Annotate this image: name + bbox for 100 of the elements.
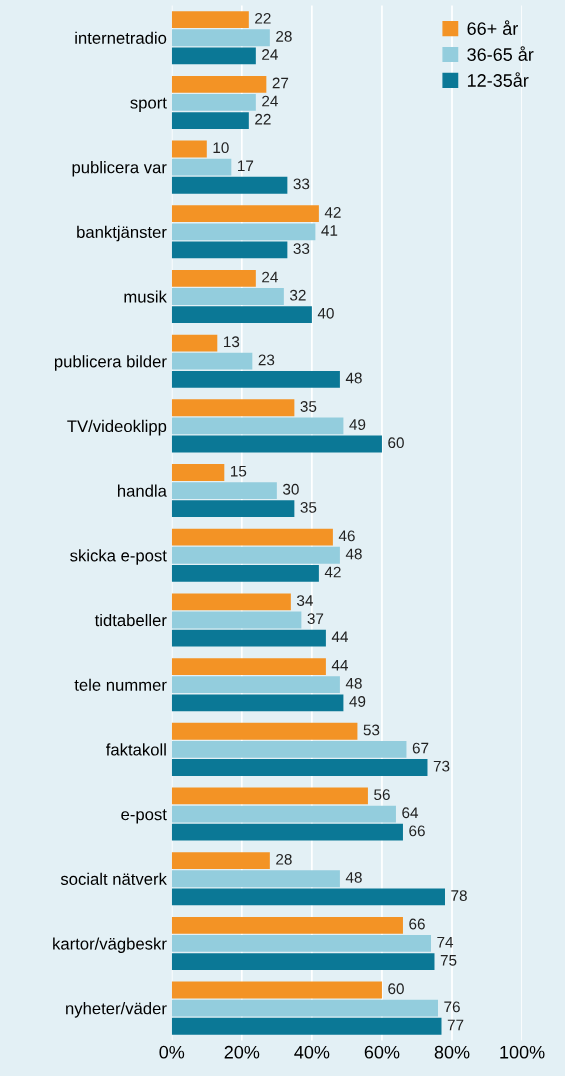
bar	[171, 29, 270, 47]
y-tick-label: internetradio	[75, 31, 167, 44]
legend-label: 36-65 år	[467, 46, 534, 61]
x-tick-label: 100%	[500, 1045, 545, 1059]
y-tick-label: e-post	[121, 809, 167, 824]
data-label: 30	[282, 483, 299, 495]
data-label: 53	[363, 724, 380, 736]
bar	[171, 694, 344, 712]
data-label: 33	[293, 178, 310, 190]
data-label: 48	[345, 677, 362, 689]
x-tick-label: 40%	[294, 1045, 330, 1059]
bar	[171, 241, 288, 259]
y-tick-label: banktjänster	[77, 225, 167, 242]
data-label: 66	[409, 918, 425, 930]
bar	[171, 399, 295, 417]
data-label: 24	[262, 95, 278, 107]
bar	[171, 47, 256, 65]
data-label: 28	[276, 31, 292, 42]
bar	[171, 676, 340, 694]
x-tick-label: 20%	[224, 1045, 260, 1059]
data-label: 77	[447, 1019, 464, 1031]
bar	[171, 629, 326, 647]
bar	[171, 852, 270, 870]
bar	[171, 787, 368, 805]
bar	[171, 759, 428, 776]
data-label: 41	[321, 225, 338, 236]
bar	[171, 528, 333, 546]
bar	[171, 158, 232, 176]
bar	[171, 11, 249, 29]
y-tick-label: tele nummer	[74, 678, 167, 691]
data-label: 44	[331, 660, 348, 671]
bar	[171, 482, 277, 499]
bar	[171, 740, 407, 758]
y-tick-label: sport	[130, 97, 167, 112]
bar	[171, 611, 302, 629]
y-tick-label: publicera bilder	[54, 355, 167, 371]
legend-label: 12-35år	[467, 72, 529, 87]
bar	[171, 870, 340, 888]
bar	[171, 112, 249, 129]
data-label: 40	[317, 307, 334, 319]
bar	[171, 981, 382, 999]
data-label: 42	[324, 566, 341, 578]
data-label: 48	[345, 872, 362, 883]
bar	[171, 306, 312, 324]
bar	[171, 140, 207, 158]
data-label: 37	[307, 613, 324, 625]
data-label: 32	[289, 289, 306, 301]
bar	[171, 269, 256, 287]
data-label: 24	[262, 49, 278, 60]
x-tick-label: 60%	[364, 1045, 400, 1059]
y-tick-label: faktakoll	[106, 743, 166, 756]
data-label: 27	[272, 77, 289, 89]
data-label: 56	[374, 789, 390, 801]
bar	[171, 334, 218, 352]
bar	[171, 75, 267, 93]
bar	[171, 805, 396, 823]
data-label: 22	[255, 12, 271, 24]
data-label: 13	[224, 336, 240, 348]
y-tick-label: socialt nätverk	[60, 872, 167, 885]
data-label: 17	[238, 160, 254, 172]
data-label: 78	[451, 890, 467, 901]
bar	[171, 417, 344, 435]
bar	[171, 999, 438, 1017]
data-label: 23	[258, 354, 275, 366]
bar	[171, 658, 326, 675]
bar	[171, 352, 253, 370]
bar	[171, 916, 403, 934]
bar	[171, 564, 319, 582]
bar	[171, 953, 435, 970]
bar	[171, 370, 340, 388]
data-label: 44	[331, 631, 348, 643]
data-label: 48	[345, 548, 362, 560]
data-label: 60	[388, 437, 404, 449]
data-label: 64	[402, 807, 419, 819]
y-tick-label: TV/videoklipp	[67, 419, 167, 436]
data-label: 35	[300, 401, 317, 412]
y-tick-label: musik	[124, 290, 167, 303]
bar	[171, 205, 319, 223]
legend-label: 66+ år	[467, 20, 518, 35]
data-label: 75	[440, 955, 457, 966]
data-label: 60	[388, 983, 404, 995]
data-label: 34	[297, 595, 313, 606]
x-tick-label: 80%	[434, 1045, 470, 1059]
bar	[171, 722, 358, 740]
data-label: 35	[300, 501, 317, 513]
y-tick-label: nyheter/väder	[66, 1002, 167, 1018]
y-tick-label: tidtabeller	[94, 613, 167, 627]
y-tick-label: kartor/vägbeskr	[53, 937, 167, 953]
data-label: 74	[437, 936, 454, 948]
bar	[171, 500, 295, 518]
data-label: 67	[412, 742, 429, 754]
data-label: 33	[293, 243, 310, 255]
data-label: 28	[276, 853, 292, 865]
data-label: 49	[349, 696, 366, 707]
bar	[171, 1017, 442, 1035]
data-label: 22	[255, 113, 271, 125]
y-tick-label: handla	[118, 484, 167, 497]
bar	[171, 935, 431, 952]
y-tick-label: skicka e-post	[70, 549, 167, 565]
x-tick-label: 0%	[159, 1045, 185, 1059]
